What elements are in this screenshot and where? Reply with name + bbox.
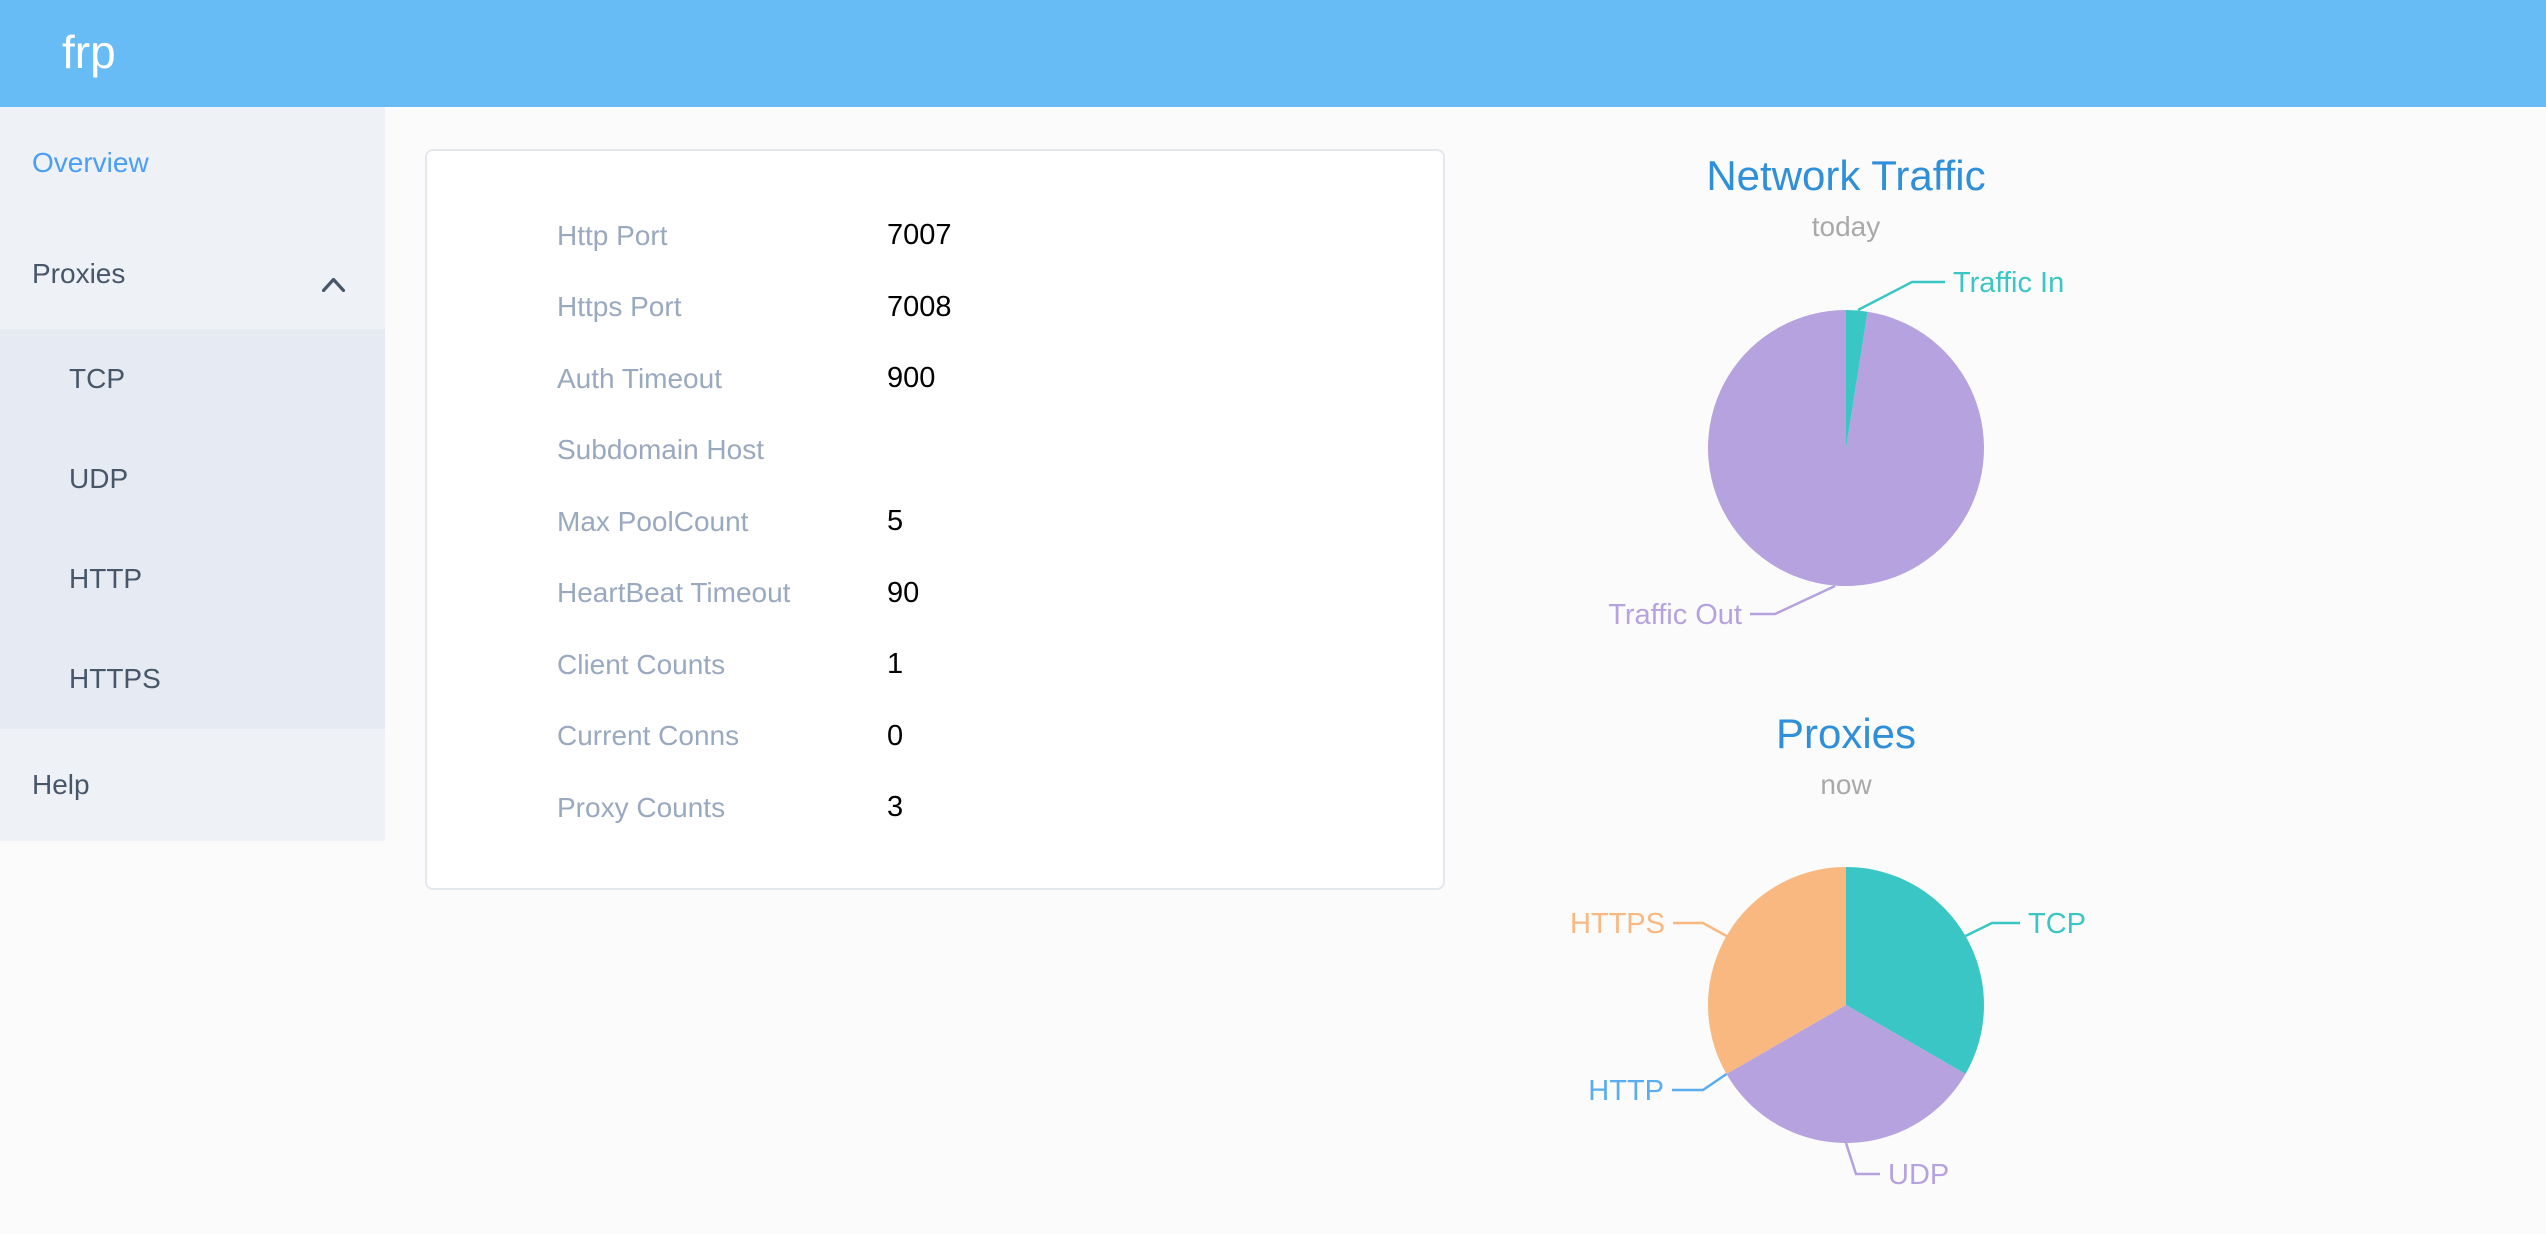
traffic-out-leader-line <box>1750 584 1836 616</box>
config-label: Current Conns <box>557 720 740 752</box>
config-label: Https Port <box>557 291 682 323</box>
config-row: Subdomain Host <box>427 415 1443 487</box>
tcp-slice[interactable] <box>1846 867 1984 1074</box>
network-traffic-chart: Network Traffic today Traffic In Traffic… <box>1465 140 2235 660</box>
chart-subtitle: now <box>1820 769 1872 800</box>
config-row: HeartBeat Timeout 90 <box>427 558 1443 630</box>
traffic-in-label: Traffic In <box>1953 267 2064 299</box>
http-leader-line <box>1672 1072 1728 1092</box>
sidebar-item-label: HTTP <box>69 563 143 594</box>
sidebar-item-overview[interactable]: Overview <box>0 107 385 218</box>
config-row: Proxy Counts 3 <box>427 772 1443 844</box>
https-label: HTTPS <box>1570 908 1665 940</box>
traffic-out-slice[interactable] <box>1708 310 1985 586</box>
traffic-in-leader-line <box>1857 280 1945 312</box>
config-row: Auth Timeout 900 <box>427 343 1443 415</box>
sidebar-item-http[interactable]: HTTP <box>0 529 385 629</box>
config-value: 7007 <box>887 219 952 252</box>
sidebar-item-https[interactable]: HTTPS <box>0 629 385 729</box>
config-value: 90 <box>887 576 920 609</box>
sidebar-item-label: HTTPS <box>69 663 161 694</box>
config-value: 3 <box>887 791 904 824</box>
config-label: Max PoolCount <box>557 505 749 537</box>
tcp-label: TCP <box>2028 908 2086 940</box>
https-slice[interactable] <box>1708 867 1846 1074</box>
traffic-out-label: Traffic Out <box>1608 599 1742 631</box>
config-value: 0 <box>887 719 904 752</box>
config-value: 5 <box>887 505 904 538</box>
server-config-card: Http Port 7007 Https Port 7008 Auth Time… <box>425 149 1445 890</box>
sidebar-item-label: Overview <box>32 146 149 178</box>
sidebar-item-label: UDP <box>69 463 129 494</box>
sidebar-item-label: Proxies <box>32 257 126 289</box>
sidebar-item-label: TCP <box>69 363 125 394</box>
frp-logo: frp <box>62 26 116 78</box>
config-label: Proxy Counts <box>557 791 726 823</box>
app-header: frp <box>0 0 2546 107</box>
chart-title: Network Traffic <box>1706 152 1985 199</box>
config-row: Https Port 7008 <box>427 272 1443 344</box>
config-label: Subdomain Host <box>557 434 765 466</box>
config-row: Max PoolCount 5 <box>427 486 1443 558</box>
chevron-up-icon <box>321 267 346 299</box>
sidebar-item-label: Help <box>32 769 90 800</box>
http-label: HTTP <box>1588 1075 1664 1107</box>
config-row: Current Conns 0 <box>427 701 1443 773</box>
config-row: Http Port 7007 <box>427 200 1443 272</box>
sidebar-item-tcp[interactable]: TCP <box>0 329 385 429</box>
config-label: Http Port <box>557 219 668 251</box>
proxies-submenu: TCP UDP HTTP HTTPS <box>0 329 385 729</box>
config-value: 900 <box>887 362 936 395</box>
chart-subtitle: today <box>1812 211 1881 242</box>
config-row: Client Counts 1 <box>427 629 1443 701</box>
traffic-in-slice[interactable] <box>1846 310 1868 448</box>
udp-slice[interactable] <box>1726 1005 1966 1143</box>
config-label: HeartBeat Timeout <box>557 577 791 609</box>
sidebar-item-udp[interactable]: UDP <box>0 429 385 529</box>
sidebar-item-proxies[interactable]: Proxies <box>0 218 385 329</box>
sidebar: Overview Proxies TCP UDP HTTP HTTPS Help <box>0 107 385 841</box>
config-value: 1 <box>887 648 904 681</box>
config-value: 7008 <box>887 290 952 323</box>
udp-label: UDP <box>1888 1159 1949 1191</box>
sidebar-item-help[interactable]: Help <box>0 729 385 841</box>
tcp-leader-line <box>1964 921 2020 938</box>
udp-leader-line <box>1844 1142 1880 1176</box>
chart-title: Proxies <box>1776 710 1916 757</box>
config-label: Auth Timeout <box>557 362 722 394</box>
proxies-chart: Proxies now TCP UDP HTTP HTTPS <box>1465 695 2235 1215</box>
config-label: Client Counts <box>557 648 726 680</box>
https-leader-line <box>1673 921 1728 938</box>
